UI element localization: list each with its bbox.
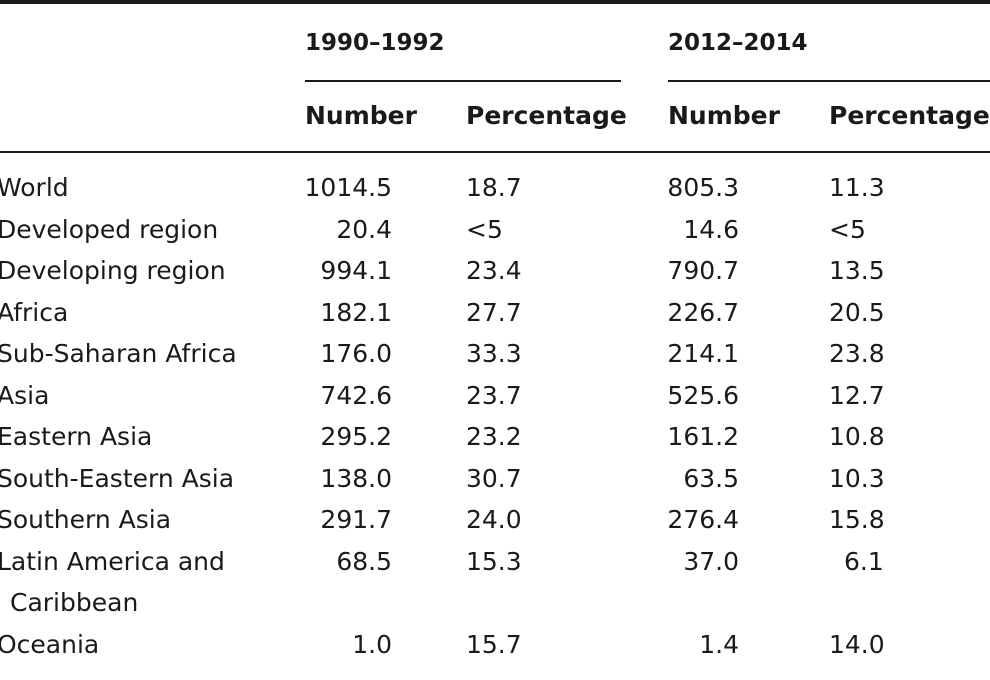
cell-number-2012: 805.3: [667, 173, 739, 202]
cell-number-2012: 525.6: [667, 381, 739, 410]
cell-percentage-2012: 14.0: [829, 630, 885, 659]
cell-percentage-2012: 6.1: [844, 547, 884, 576]
cell-number-1990: 138.0: [320, 464, 392, 493]
row-label: Eastern Asia: [0, 422, 153, 451]
cell-percentage-1990: 18.7: [466, 173, 522, 202]
row-label: Latin America and: [0, 547, 225, 576]
cell-percentage-2012: 13.5: [829, 256, 885, 285]
cell-percentage-1990: 23.7: [466, 381, 522, 410]
cell-number-1990: 742.6: [320, 381, 392, 410]
cell-percentage-2012: <5: [829, 215, 866, 244]
period-header-2012-2014: 2012–2014: [668, 30, 808, 56]
column-header-percentage-1990: Percentage: [466, 101, 627, 130]
cell-number-1990: 68.5: [336, 547, 392, 576]
cell-number-2012: 63.5: [683, 464, 739, 493]
cell-percentage-1990: 27.7: [466, 298, 522, 327]
cell-percentage-1990: 33.3: [466, 339, 522, 368]
cell-number-2012: 37.0: [683, 547, 739, 576]
row-label-continuation: Caribbean: [10, 588, 139, 617]
period-rule-2012-2014: [668, 80, 990, 82]
row-label: Developed region: [0, 215, 219, 244]
cell-number-2012: 1.4: [699, 630, 739, 659]
row-label: Southern Asia: [0, 505, 172, 534]
cell-percentage-2012: 23.8: [829, 339, 885, 368]
cell-percentage-2012: 10.8: [829, 422, 885, 451]
cell-percentage-2012: 15.8: [829, 505, 885, 534]
column-header-number-1990: Number: [305, 101, 417, 130]
cell-number-1990: 20.4: [336, 215, 392, 244]
row-label: World: [0, 173, 69, 202]
cell-number-1990: 182.1: [320, 298, 392, 327]
cell-number-2012: 276.4: [667, 505, 739, 534]
row-label: Developing region: [0, 256, 226, 285]
row-label: Sub-Saharan Africa: [0, 339, 237, 368]
row-label: South-Eastern Asia: [0, 464, 235, 493]
cell-percentage-1990: 15.3: [466, 547, 522, 576]
row-label: Oceania: [0, 630, 100, 659]
row-label: Asia: [0, 381, 50, 410]
cell-percentage-1990: 23.2: [466, 422, 522, 451]
row-label: Africa: [0, 298, 69, 327]
cell-number-2012: 14.6: [683, 215, 739, 244]
cell-percentage-1990: 15.7: [466, 630, 522, 659]
period-header-1990-1992: 1990–1992: [305, 30, 445, 56]
cell-percentage-2012: 20.5: [829, 298, 885, 327]
cell-number-1990: 295.2: [320, 422, 392, 451]
cell-number-1990: 994.1: [320, 256, 392, 285]
cell-number-2012: 790.7: [667, 256, 739, 285]
table-top-rule: [0, 0, 990, 4]
cell-percentage-1990: 24.0: [466, 505, 522, 534]
cell-percentage-1990: <5: [466, 215, 503, 244]
cell-percentage-1990: 30.7: [466, 464, 522, 493]
column-header-number-2012: Number: [668, 101, 780, 130]
header-rule: [0, 151, 990, 153]
cell-number-1990: 1.0: [352, 630, 392, 659]
cell-percentage-2012: 11.3: [829, 173, 885, 202]
column-header-percentage-2012: Percentage: [829, 101, 990, 130]
period-rule-1990-1992: [305, 80, 621, 82]
cell-number-1990: 176.0: [320, 339, 392, 368]
cell-number-2012: 226.7: [667, 298, 739, 327]
cell-percentage-1990: 23.4: [466, 256, 522, 285]
cell-percentage-2012: 12.7: [829, 381, 885, 410]
cell-number-1990: 1014.5: [304, 173, 392, 202]
cell-number-2012: 161.2: [667, 422, 739, 451]
cell-number-2012: 214.1: [667, 339, 739, 368]
cell-percentage-2012: 10.3: [829, 464, 885, 493]
cell-number-1990: 291.7: [320, 505, 392, 534]
